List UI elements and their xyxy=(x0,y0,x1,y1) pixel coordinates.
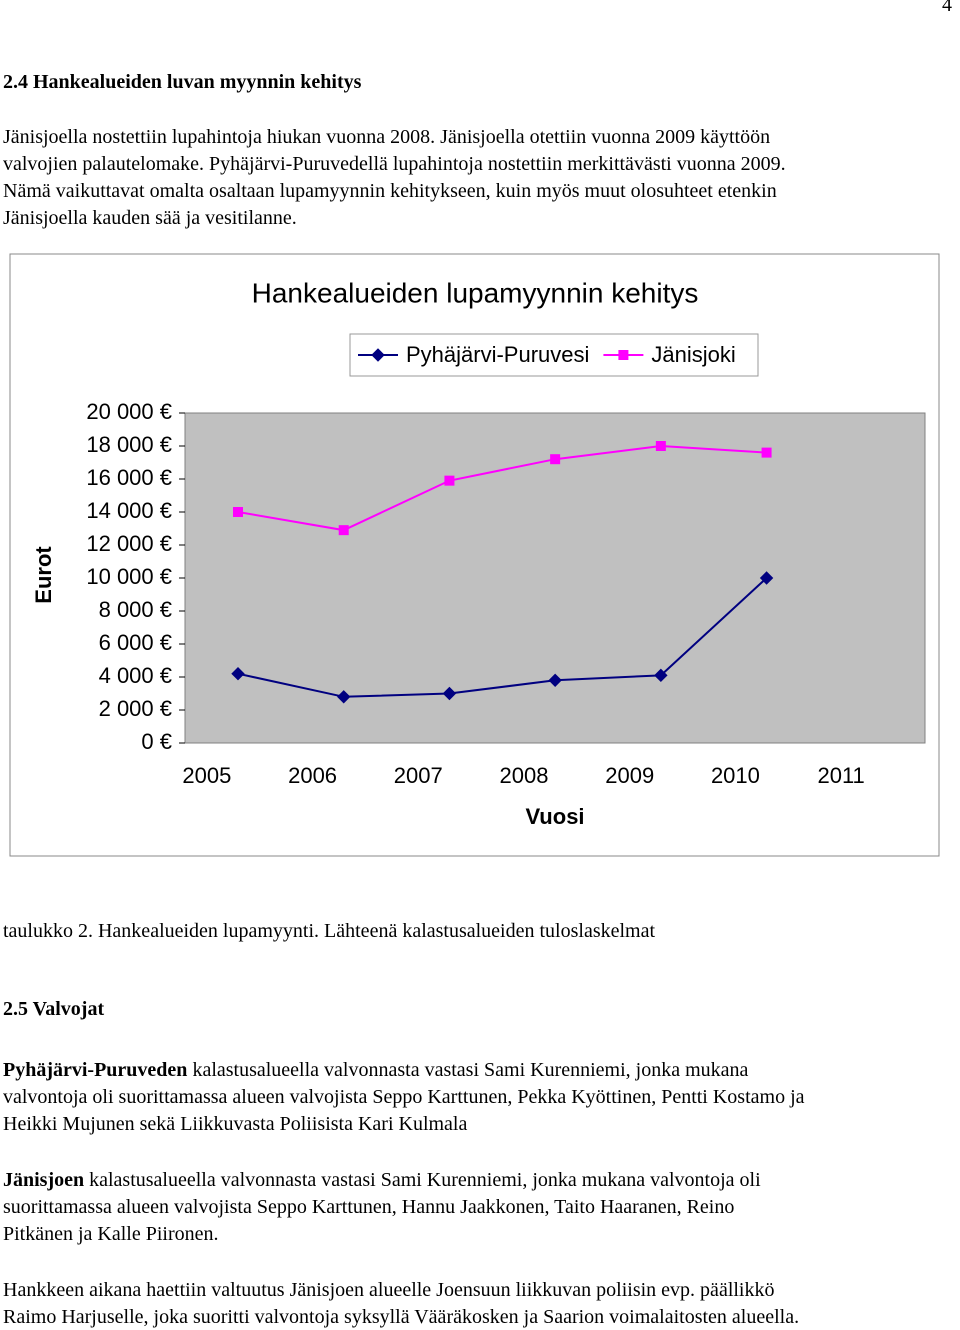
paragraph-line: Hankkeen aikana haettiin valtuutus Jänis… xyxy=(3,1279,775,1301)
lead: Jänisjoen xyxy=(3,1169,85,1191)
x-tick-label: 2010 xyxy=(711,763,760,788)
lead: Pyhäjärvi-Puruveden xyxy=(3,1059,188,1081)
marker xyxy=(655,441,666,451)
marker xyxy=(618,350,629,360)
x-tick-label: 2007 xyxy=(394,763,443,788)
plot-area xyxy=(184,412,926,744)
paragraph-line: Jänisjoen kalastusalueella valvonnasta v… xyxy=(3,1168,761,1192)
line xyxy=(237,577,768,698)
marker xyxy=(442,686,457,701)
y-tick-label: 6 000 € xyxy=(99,630,172,655)
legend-box xyxy=(349,333,759,377)
y-tick-label: 12 000 € xyxy=(86,531,172,556)
y-tick-label: 2 000 € xyxy=(99,696,172,721)
marker xyxy=(231,666,245,681)
paragraph-line: valvojien palautelomake. Pyhäjärvi-Puruv… xyxy=(3,153,786,175)
marker xyxy=(371,348,385,362)
x-tick-label: 2005 xyxy=(182,763,231,788)
marker xyxy=(550,454,561,465)
paragraph-line: Pyhäjärvi-Puruveden kalastusalueella val… xyxy=(3,1058,748,1082)
marker xyxy=(338,525,349,536)
x-tick-label: 2011 xyxy=(817,763,864,788)
text: kalastusalueella valvonnasta vastasi Sam… xyxy=(84,1169,761,1191)
x-axis-title: Vuosi xyxy=(525,804,584,829)
y-tick-label: 10 000 € xyxy=(86,564,172,589)
paragraph-line: Jänisjoella nostettiin lupahintoja hiuka… xyxy=(3,126,771,148)
page-number: 4 xyxy=(942,0,952,16)
marker xyxy=(337,690,351,704)
y-tick-label: 14 000 € xyxy=(86,498,172,523)
line xyxy=(237,444,767,532)
marker xyxy=(233,507,243,517)
heading: 2.5 Valvojat xyxy=(3,998,105,1020)
marker xyxy=(761,447,772,458)
paragraph-line: Nämä vaikuttavat omalta osaltaan lupamyy… xyxy=(3,180,777,202)
legend-label: Pyhäjärvi-Puruvesi xyxy=(406,342,589,367)
paragraph-line: valvontoja oli suorittamassa alueen valv… xyxy=(3,1086,805,1108)
paragraph-line: Heikki Mujunen sekä Liikkuvasta Poliisis… xyxy=(3,1113,468,1135)
chart-title: Hankealueiden lupamyynnin kehitys xyxy=(252,277,699,308)
x-tick-label: 2008 xyxy=(500,763,549,788)
paragraph-line: Pitkänen ja Kalle Piironen. xyxy=(3,1223,219,1245)
marker xyxy=(654,668,668,683)
heading: 2.4 Hankealueiden luvan myynnin kehitys xyxy=(3,71,362,93)
marker xyxy=(759,571,774,585)
y-tick-label: 0 € xyxy=(141,729,172,754)
legend-label: Jänisjoki xyxy=(651,342,735,367)
x-tick-label: 2009 xyxy=(605,763,654,788)
y-tick-label: 4 000 € xyxy=(99,663,172,688)
marker xyxy=(548,673,562,688)
y-tick-label: 18 000 € xyxy=(86,432,172,457)
paragraph-line: Jänisjoella kauden sää ja vesitilanne. xyxy=(3,207,297,229)
caption: taulukko 2. Hankealueiden lupamyynti. Lä… xyxy=(3,920,656,942)
text: kalastusalueella valvonnasta vastasi Sam… xyxy=(187,1059,749,1081)
y-tick-label: 8 000 € xyxy=(99,597,172,622)
y-axis-title: Eurot xyxy=(31,546,56,604)
y-tick-label: 16 000 € xyxy=(86,465,172,490)
x-tick-label: 2006 xyxy=(288,763,337,788)
marker xyxy=(444,475,455,486)
paragraph-line: Raimo Harjuselle, joka suoritti valvonto… xyxy=(3,1306,800,1328)
paragraph-line: suorittamassa alueen valvojista Seppo Ka… xyxy=(3,1196,735,1218)
y-tick-label: 20 000 € xyxy=(86,399,172,424)
